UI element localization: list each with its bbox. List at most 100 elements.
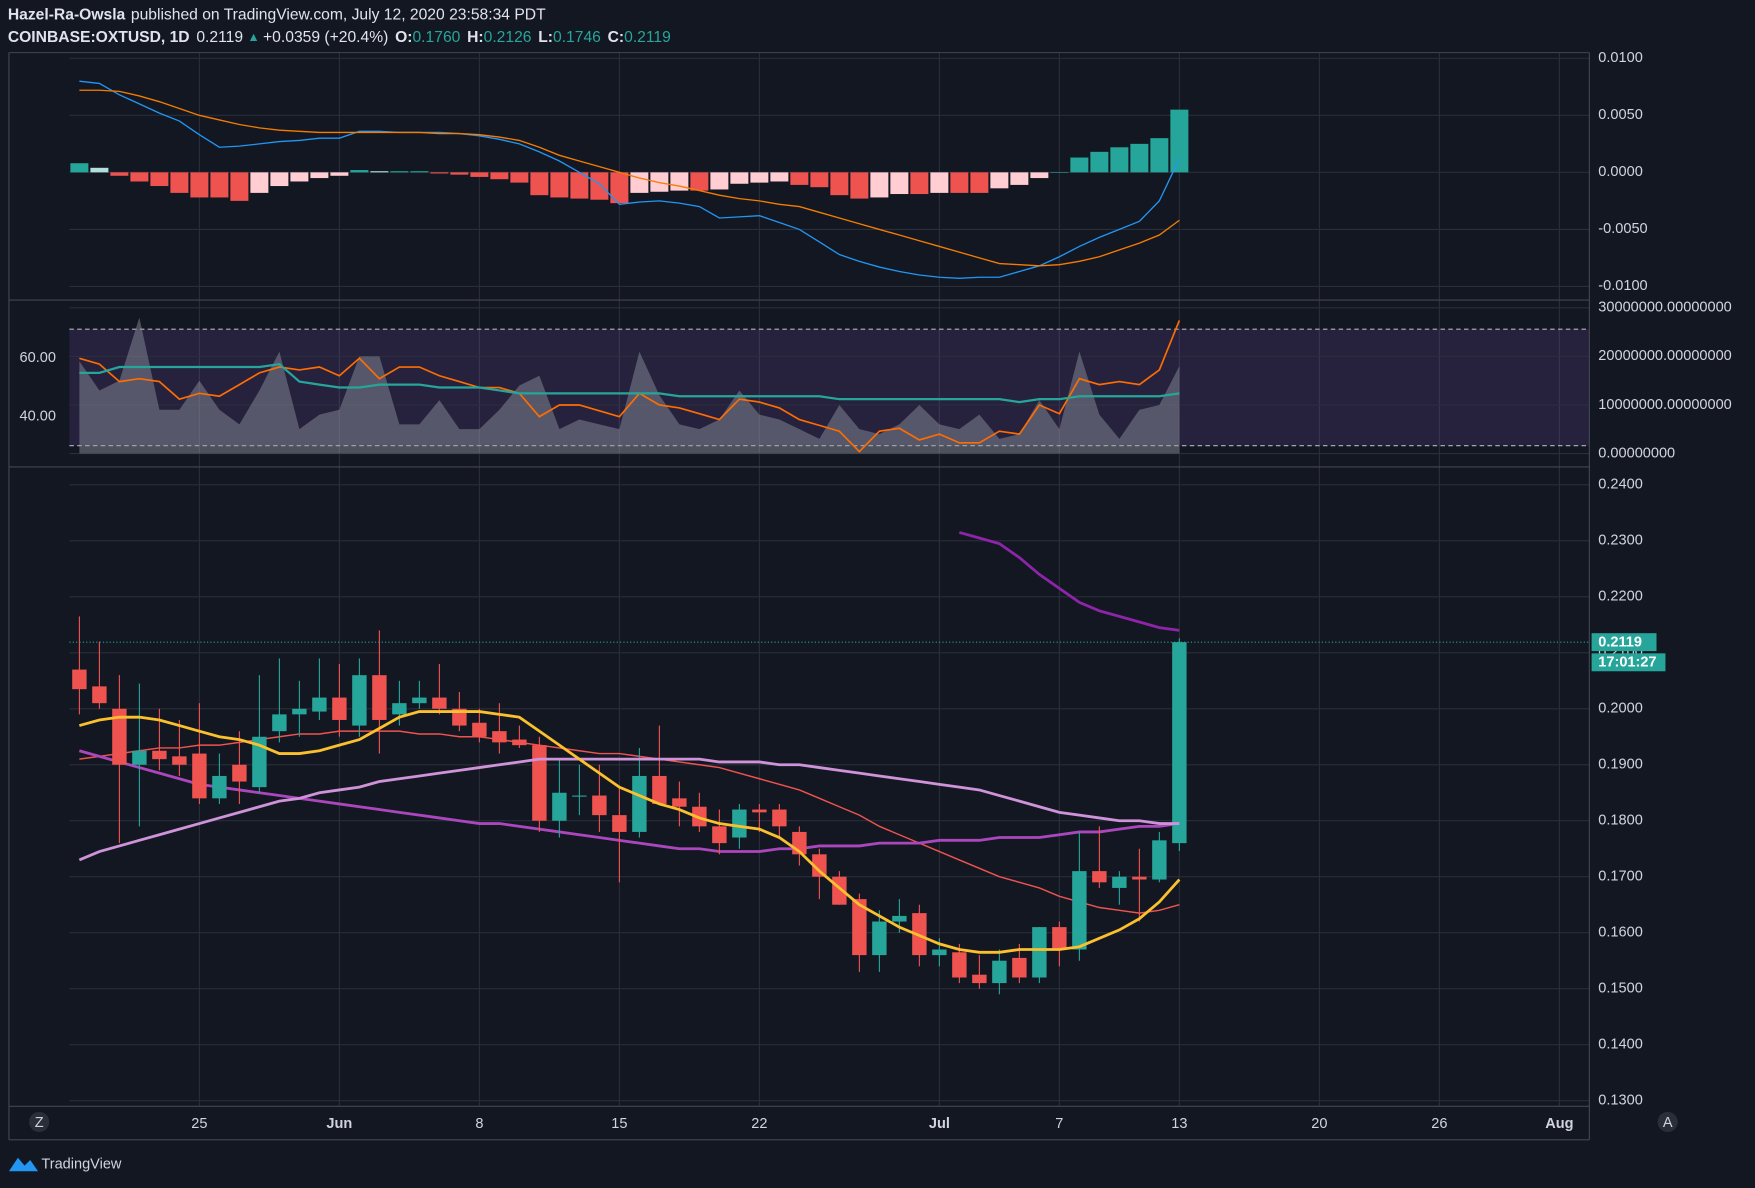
rsi-band (69, 329, 1590, 446)
candle-body (292, 708, 307, 715)
histogram-bar (470, 172, 489, 177)
candle-body (772, 809, 787, 827)
candle-body (1012, 957, 1027, 978)
y-tick-label: 0.1400 (1598, 1037, 1642, 1053)
histogram-bar (170, 172, 189, 193)
y-tick-label: 30000000.00000000 (1598, 300, 1731, 316)
histogram-bar (870, 172, 889, 198)
y-tick-label: 0.1800 (1598, 813, 1642, 829)
histogram-bar (790, 172, 809, 185)
zoom-button-label[interactable]: Z (35, 1115, 44, 1131)
countdown-tag (1591, 653, 1666, 672)
candle-body (152, 750, 167, 760)
histogram-bar (850, 172, 869, 199)
y-tick-label: 0.0050 (1598, 107, 1642, 123)
histogram-bar (690, 172, 709, 191)
histogram-bar (270, 172, 289, 187)
publish-line: Hazel-Ra-Owsla published on TradingView.c… (8, 7, 546, 24)
high: 0.2126 (484, 29, 532, 46)
histogram-bar (770, 172, 789, 182)
y-tick-label: 20000000.00000000 (1598, 348, 1731, 364)
histogram-bar (830, 172, 849, 196)
histogram-bar (190, 172, 209, 198)
x-tick-label: 13 (1171, 1116, 1187, 1132)
histogram-bar (450, 172, 469, 175)
candle-body (1172, 642, 1187, 844)
candle-body (952, 952, 967, 978)
histogram-bar (610, 172, 629, 204)
histogram-bar (110, 172, 129, 176)
histogram-bar (370, 171, 389, 173)
histogram-bar (970, 172, 989, 193)
arrow: ▲ (248, 30, 260, 44)
x-tick-label: 22 (751, 1116, 767, 1132)
published: published on TradingView.com, July 12, 2… (131, 7, 546, 24)
candle-body (112, 708, 127, 765)
histogram-bar (150, 172, 169, 187)
histogram-bar (530, 172, 549, 196)
candle-body (1072, 871, 1087, 950)
author: Hazel-Ra-Owsla (8, 7, 126, 24)
macd-line (79, 80, 1180, 280)
candle-body (1052, 927, 1067, 950)
candle-body (1032, 927, 1047, 978)
l-label: L: (538, 29, 553, 46)
candle-body (932, 949, 947, 956)
histogram-bar (1090, 151, 1109, 173)
y-tick-label: 0.0100 (1598, 50, 1642, 66)
histogram-bar (670, 172, 689, 191)
candle-body (432, 697, 447, 709)
histogram-bar (630, 172, 649, 193)
candle-body (192, 753, 207, 799)
close: 0.2119 (624, 29, 671, 46)
histogram-bar (70, 163, 89, 173)
candle-body (632, 775, 647, 832)
histogram-bar (1010, 172, 1029, 185)
low: 0.1746 (553, 29, 601, 46)
candle-body (872, 921, 887, 956)
countdown-label: 17:01:27 (1598, 655, 1656, 671)
y-tick-label: -0.0100 (1598, 278, 1647, 294)
candle-body (612, 815, 627, 832)
candle-body (1092, 871, 1107, 883)
histogram-bar (310, 172, 329, 179)
candle-body (132, 750, 147, 765)
brand: TradingView (41, 1156, 122, 1172)
y-tick-label: 0.2000 (1598, 701, 1642, 717)
candle-body (72, 669, 87, 690)
histogram-bar (910, 172, 929, 195)
candle-body (512, 739, 527, 746)
zoom-button[interactable] (29, 1111, 50, 1133)
open: 0.1760 (412, 29, 460, 46)
candle-body (652, 775, 667, 804)
candle-body (92, 686, 107, 704)
y-tick-label: 40.00 (20, 408, 56, 424)
histogram-bar (730, 172, 749, 184)
y-tick-label: -0.0050 (1598, 221, 1647, 237)
candle-body (172, 756, 187, 765)
histogram-bar (430, 172, 449, 174)
auto-scale-button-label[interactable]: A (1663, 1115, 1673, 1131)
x-tick-label: Jun (326, 1116, 352, 1132)
histogram-bar (1170, 109, 1189, 173)
histogram-bar (410, 171, 429, 173)
histogram-bar (290, 172, 309, 182)
candle-body (1152, 840, 1167, 880)
candle-body (992, 960, 1007, 984)
candle-body (472, 722, 487, 737)
histogram-bar (990, 172, 1009, 189)
y-tick-label: 0.2200 (1598, 589, 1642, 605)
candle-body (672, 798, 687, 807)
histogram-bar (1110, 147, 1129, 173)
auto-scale-button[interactable] (1657, 1111, 1678, 1133)
candle-body (852, 899, 867, 956)
y-tick-label: 0.1300 (1598, 1093, 1642, 1109)
o-label: O: (395, 29, 412, 46)
last-price-label: 0.2119 (1598, 635, 1642, 651)
y-tick-label: 0.00000000 (1598, 445, 1675, 461)
histogram-bar (750, 172, 769, 183)
histogram-bar (570, 172, 589, 199)
chart-area: 25 Jun 8 15 22 Jul 7 13 20 26 Aug 0.0100 0.0050 0.000… (20, 50, 1732, 1132)
